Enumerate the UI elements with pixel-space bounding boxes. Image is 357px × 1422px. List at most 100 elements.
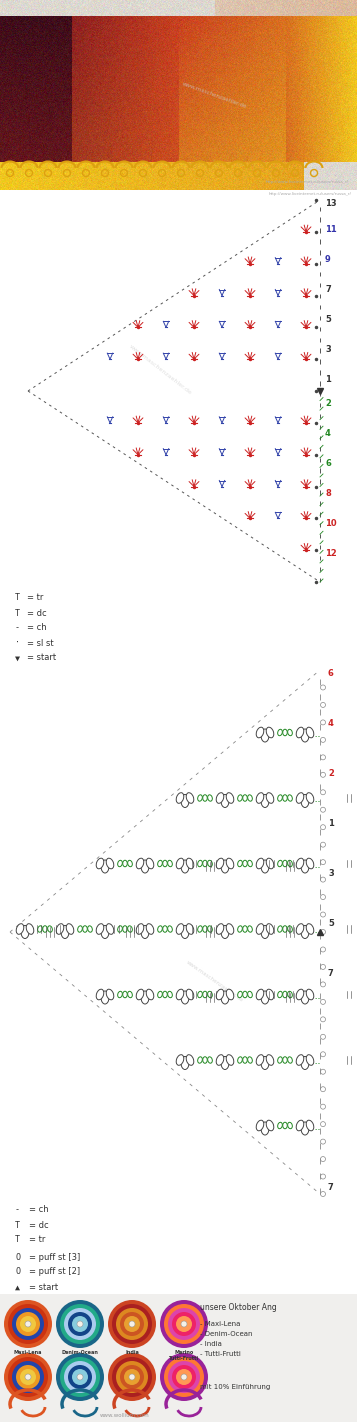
Text: 6: 6 bbox=[325, 459, 331, 468]
Text: T: T bbox=[15, 609, 20, 617]
Ellipse shape bbox=[163, 991, 167, 998]
Ellipse shape bbox=[278, 860, 282, 866]
Circle shape bbox=[77, 1321, 83, 1327]
Ellipse shape bbox=[66, 924, 74, 934]
Text: unsere Oktober Ang: unsere Oktober Ang bbox=[200, 1303, 277, 1311]
Ellipse shape bbox=[186, 924, 194, 934]
Text: http://www.liveinternet.ru/users/russa_r/: http://www.liveinternet.ru/users/russa_r… bbox=[269, 192, 352, 196]
Text: = dc: = dc bbox=[27, 609, 47, 617]
Circle shape bbox=[120, 1365, 144, 1389]
Text: 10: 10 bbox=[325, 519, 337, 529]
Ellipse shape bbox=[283, 991, 287, 998]
Ellipse shape bbox=[238, 926, 242, 933]
Ellipse shape bbox=[261, 795, 269, 808]
Ellipse shape bbox=[243, 926, 247, 933]
Ellipse shape bbox=[306, 1055, 314, 1065]
Circle shape bbox=[68, 1313, 92, 1337]
Ellipse shape bbox=[301, 1057, 309, 1069]
Ellipse shape bbox=[136, 859, 144, 869]
Ellipse shape bbox=[296, 1055, 304, 1065]
Circle shape bbox=[172, 1365, 196, 1389]
Ellipse shape bbox=[61, 926, 69, 939]
Circle shape bbox=[116, 1361, 148, 1394]
Ellipse shape bbox=[216, 924, 224, 934]
Ellipse shape bbox=[278, 1122, 282, 1129]
Ellipse shape bbox=[78, 926, 82, 933]
Ellipse shape bbox=[278, 991, 282, 998]
Text: 2: 2 bbox=[325, 400, 331, 408]
Ellipse shape bbox=[163, 860, 167, 867]
Ellipse shape bbox=[248, 1057, 252, 1064]
Ellipse shape bbox=[256, 859, 264, 869]
Ellipse shape bbox=[181, 795, 189, 808]
Ellipse shape bbox=[266, 727, 274, 738]
Ellipse shape bbox=[306, 859, 314, 869]
Text: 7: 7 bbox=[325, 284, 331, 293]
Circle shape bbox=[124, 1315, 140, 1332]
Text: 3: 3 bbox=[328, 869, 334, 879]
Ellipse shape bbox=[226, 990, 234, 1000]
Text: 3: 3 bbox=[325, 344, 331, 354]
Text: 13: 13 bbox=[325, 199, 337, 209]
Ellipse shape bbox=[186, 792, 194, 803]
Ellipse shape bbox=[136, 924, 144, 934]
Ellipse shape bbox=[248, 860, 252, 866]
Ellipse shape bbox=[283, 926, 287, 933]
Text: 6: 6 bbox=[328, 670, 334, 678]
Text: = ch: = ch bbox=[27, 623, 47, 633]
Bar bbox=[0, 191, 357, 590]
Ellipse shape bbox=[146, 924, 154, 934]
Circle shape bbox=[72, 1315, 88, 1332]
Ellipse shape bbox=[186, 859, 194, 869]
Circle shape bbox=[24, 1374, 32, 1381]
Ellipse shape bbox=[238, 991, 242, 998]
Bar bbox=[0, 1202, 357, 1294]
Circle shape bbox=[128, 1320, 136, 1328]
Ellipse shape bbox=[186, 990, 194, 1000]
Ellipse shape bbox=[16, 924, 24, 934]
Ellipse shape bbox=[256, 990, 264, 1000]
Circle shape bbox=[128, 1374, 136, 1381]
Circle shape bbox=[25, 1321, 31, 1327]
Text: 7: 7 bbox=[328, 1183, 334, 1192]
Ellipse shape bbox=[136, 990, 144, 1000]
Ellipse shape bbox=[278, 729, 282, 735]
Ellipse shape bbox=[226, 924, 234, 934]
Circle shape bbox=[181, 1321, 187, 1327]
Circle shape bbox=[20, 1315, 36, 1332]
Ellipse shape bbox=[216, 792, 224, 803]
Ellipse shape bbox=[221, 860, 229, 873]
Text: India: India bbox=[125, 1349, 139, 1355]
Circle shape bbox=[56, 1352, 104, 1401]
Ellipse shape bbox=[96, 859, 104, 869]
Text: - Tutti-Frutti: - Tutti-Frutti bbox=[200, 1351, 241, 1357]
Text: = tr: = tr bbox=[27, 593, 43, 603]
Text: Denim-Ocean: Denim-Ocean bbox=[61, 1349, 99, 1355]
Circle shape bbox=[164, 1304, 204, 1344]
Ellipse shape bbox=[288, 860, 292, 866]
Circle shape bbox=[64, 1361, 96, 1394]
Ellipse shape bbox=[306, 990, 314, 1000]
Text: ·: · bbox=[15, 638, 20, 647]
Ellipse shape bbox=[278, 1057, 282, 1064]
Ellipse shape bbox=[221, 926, 229, 939]
Ellipse shape bbox=[96, 924, 104, 934]
Ellipse shape bbox=[203, 926, 207, 933]
Text: Merino
Tutti-Frutti: Merino Tutti-Frutti bbox=[169, 1349, 199, 1361]
Text: T: T bbox=[15, 1236, 20, 1244]
Text: Maxi-Lena: Maxi-Lena bbox=[14, 1349, 42, 1355]
Bar bbox=[0, 590, 357, 660]
Ellipse shape bbox=[226, 792, 234, 803]
Text: www.maschenzaehler.de: www.maschenzaehler.de bbox=[181, 81, 247, 109]
Circle shape bbox=[16, 1313, 40, 1337]
Ellipse shape bbox=[288, 1122, 292, 1129]
Ellipse shape bbox=[168, 860, 172, 866]
Ellipse shape bbox=[198, 926, 202, 933]
Text: = dc: = dc bbox=[29, 1220, 49, 1230]
Ellipse shape bbox=[186, 1055, 194, 1065]
Circle shape bbox=[60, 1357, 100, 1396]
Ellipse shape bbox=[141, 860, 149, 873]
Ellipse shape bbox=[256, 1121, 264, 1130]
Ellipse shape bbox=[256, 924, 264, 934]
Ellipse shape bbox=[198, 860, 202, 866]
